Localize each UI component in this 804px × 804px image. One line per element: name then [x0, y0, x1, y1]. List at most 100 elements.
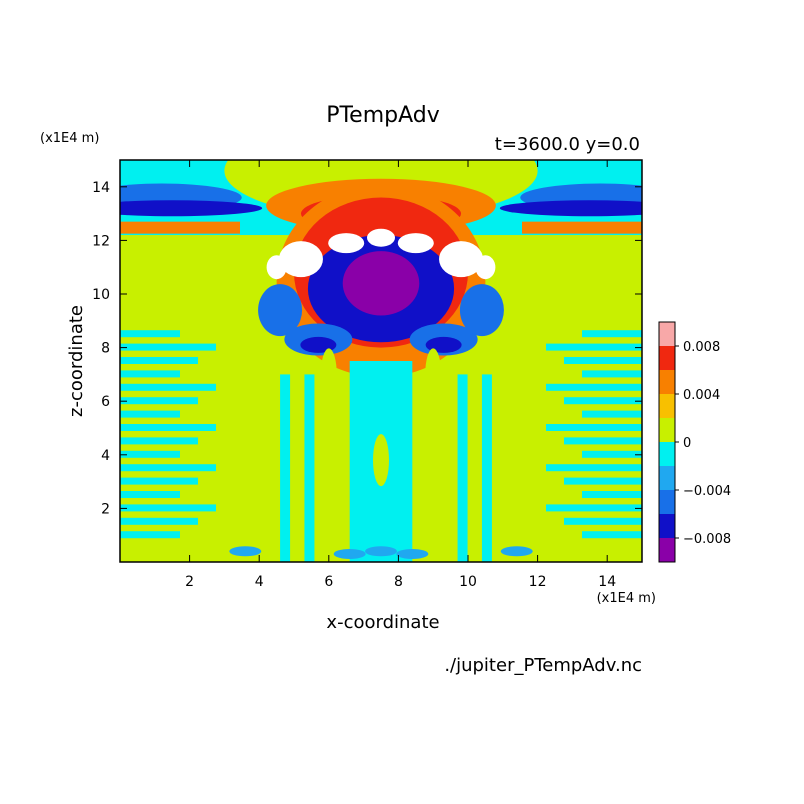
- field-region: [333, 548, 366, 559]
- field-region: [373, 434, 389, 487]
- plot-frame: [119, 159, 643, 563]
- y-tick-label: 4: [101, 448, 110, 464]
- field-stripe: [120, 464, 216, 472]
- field-stripe: [120, 330, 180, 338]
- source-file-label: ./jupiter_PTempAdv.nc: [444, 655, 642, 676]
- field-stripe: [120, 370, 180, 378]
- colorbar-segment: [659, 418, 675, 442]
- y-tick-label: 2: [101, 501, 110, 517]
- field-stripe: [564, 357, 642, 364]
- colorbar-segment: [659, 514, 675, 538]
- field-region: [229, 546, 262, 557]
- field-stripe: [582, 370, 642, 378]
- field-region: [459, 284, 504, 337]
- x-tick-label: 4: [255, 574, 264, 590]
- field-stripe: [280, 374, 291, 562]
- field-stripe: [120, 437, 198, 445]
- colorbar-segment: [659, 346, 675, 370]
- contour-field: [120, 160, 642, 562]
- field-stripe: [120, 397, 198, 405]
- colorbar-segment: [659, 370, 675, 394]
- field-stripe: [546, 504, 642, 512]
- colorbar-segment: [659, 538, 675, 562]
- field-stripe: [120, 383, 216, 391]
- field-stripe: [120, 517, 198, 525]
- field-region: [120, 200, 263, 217]
- field-stripe: [120, 504, 216, 512]
- colorbar-segment: [659, 490, 675, 514]
- colorbar-segment: [659, 322, 675, 346]
- field-region: [328, 233, 365, 254]
- colorbar-tick-label: 0.008: [683, 340, 720, 355]
- x-tick-label: 14: [598, 574, 616, 590]
- field-region: [266, 255, 287, 280]
- x-axis-ticks: 2 4 6 8 10 12 14: [185, 160, 616, 590]
- field-stripe: [546, 464, 642, 472]
- field-stripe: [564, 517, 642, 525]
- field-region: [367, 228, 395, 247]
- field-stripe: [120, 531, 180, 539]
- x-tick-label: 2: [185, 574, 194, 590]
- field-stripe: [120, 424, 216, 431]
- field-stripe: [304, 374, 315, 562]
- field-stripe: [120, 357, 198, 364]
- x-axis-label: x-coordinate: [326, 612, 439, 633]
- field-region: [342, 251, 420, 316]
- y-tick-label: 14: [92, 180, 110, 196]
- field-stripe: [546, 424, 642, 431]
- chart-subtitle: t=3600.0 y=0.0: [495, 134, 640, 155]
- field-stripe: [582, 330, 642, 338]
- field-band: [120, 221, 240, 234]
- field-stripe: [546, 383, 642, 391]
- field-region: [500, 546, 533, 557]
- field-stripe: [481, 374, 492, 562]
- field-band: [522, 221, 642, 234]
- x-tick-label: 6: [324, 574, 333, 590]
- field-stripe: [564, 477, 642, 485]
- field-region: [365, 546, 397, 557]
- x-tick-label: 8: [394, 574, 403, 590]
- colorbar: 0.008 0.004 0 −0.004 −0.008: [658, 321, 731, 563]
- field-stripe: [546, 343, 642, 351]
- chart-title: PTempAdv: [326, 103, 440, 128]
- field-region: [499, 200, 642, 217]
- colorbar-tick-label: 0: [683, 436, 691, 451]
- colorbar-tick-label: −0.004: [683, 484, 731, 499]
- y-tick-label: 10: [92, 287, 110, 303]
- field-stripe: [120, 477, 198, 485]
- field-stripe: [582, 531, 642, 539]
- colorbar-segment: [659, 442, 675, 466]
- y-axis-label: z-coordinate: [66, 305, 87, 417]
- colorbar-segment: [659, 466, 675, 490]
- field-region: [425, 348, 442, 401]
- field-stripe: [120, 450, 180, 458]
- y-axis-ticks: 2 4 6 8 10 12 14: [92, 180, 642, 517]
- field-region: [475, 255, 496, 280]
- field-region: [258, 284, 303, 337]
- colorbar-tick-label: −0.008: [683, 532, 731, 547]
- x-tick-label: 12: [529, 574, 547, 590]
- field-region: [396, 548, 429, 559]
- x-tick-label: 10: [459, 574, 477, 590]
- field-stripe: [457, 374, 468, 562]
- field-region: [397, 233, 434, 254]
- y-tick-label: 6: [101, 394, 110, 410]
- x-unit-label: (x1E4 m): [597, 591, 656, 606]
- field-region: [320, 348, 337, 401]
- field-stripe: [120, 410, 180, 418]
- field-stripe: [564, 437, 642, 445]
- field-stripe: [582, 410, 642, 418]
- colorbar-segment: [659, 394, 675, 418]
- field-stripe: [582, 450, 642, 458]
- field-region: [278, 241, 323, 278]
- y-tick-label: 12: [92, 233, 110, 249]
- field-stripe: [582, 491, 642, 498]
- field-region: [439, 241, 484, 278]
- field-stripe: [564, 397, 642, 405]
- field-stripe: [120, 491, 180, 498]
- field-stripe: [120, 343, 216, 351]
- y-tick-label: 8: [101, 341, 110, 357]
- colorbar-tick-label: 0.004: [683, 388, 720, 403]
- y-unit-label: (x1E4 m): [40, 131, 99, 146]
